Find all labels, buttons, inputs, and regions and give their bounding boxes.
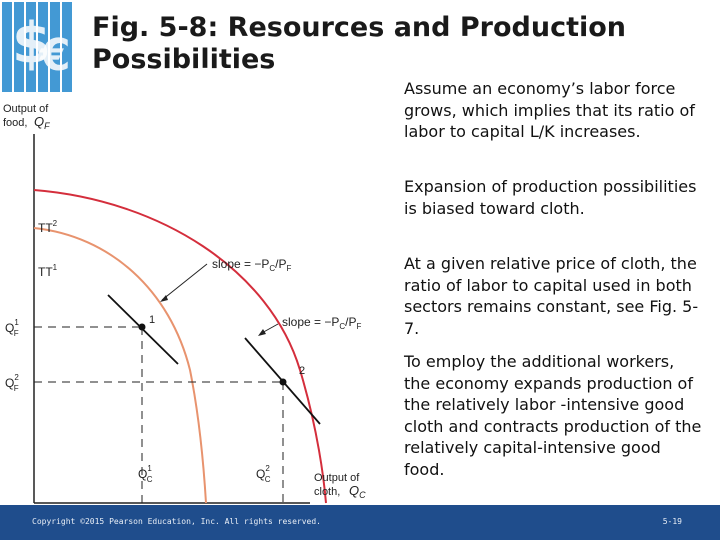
qc2-label: Q2 C	[256, 464, 271, 484]
slide-title: Fig. 5-8: Resources and Production Possi…	[92, 12, 627, 75]
point-2	[279, 378, 287, 386]
y-axis-var: QF	[34, 114, 50, 131]
tt1-curve	[33, 227, 207, 504]
slope-label-2: slope = −PC/PF	[282, 315, 362, 331]
x-axis-label-line1: Output of	[314, 472, 360, 484]
paragraph-labor-growth: Assume an economy’s labor force grows, w…	[404, 78, 704, 143]
slope-arrowhead-1	[160, 295, 168, 302]
qf2-label: Q2 F	[5, 373, 19, 393]
x-axis-label-line2: cloth,	[314, 486, 340, 498]
slide-number: 5-19	[662, 517, 682, 526]
slope-arrow-1	[161, 263, 208, 301]
pearson-currency-logo-icon: $ €	[0, 0, 78, 96]
slope-label-1: slope = −PC/PF	[212, 257, 292, 273]
x-axis-var: QC	[349, 483, 366, 500]
paragraph-constant-ratio: At a given relative price of cloth, the …	[404, 254, 699, 338]
slope-arrowhead-2	[258, 329, 266, 336]
svg-text:€: €	[39, 30, 71, 81]
point-2-label: 2	[299, 365, 305, 377]
point-1	[138, 323, 146, 331]
paragraph-employ-workers: To employ the additional workers, the ec…	[404, 352, 702, 479]
point-1-label: 1	[149, 314, 155, 326]
production-possibilities-graph: Output of food, QF 1 2 TT2 TT1 slope = −…	[3, 103, 366, 504]
svg-text:$: $	[12, 11, 51, 76]
paragraph-labor-growth-text: Assume an economy’s labor force grows, w…	[404, 79, 695, 141]
y-axis-label-line1: Output of	[3, 103, 49, 115]
paragraph-biased-expansion: Expansion of production possibilities is…	[404, 177, 697, 218]
tt1-label: TT1	[38, 263, 58, 279]
qf1-label: Q1 F	[5, 318, 19, 338]
tt2-label: TT2	[38, 219, 58, 235]
copyright-text: Copyright ©2015 Pearson Education, Inc. …	[32, 517, 321, 526]
tt2-curve	[33, 189, 327, 504]
slide-footer: Copyright ©2015 Pearson Education, Inc. …	[0, 505, 720, 540]
y-axis-label-line2: food,	[3, 117, 27, 129]
qc1-label: Q1 C	[138, 464, 153, 484]
